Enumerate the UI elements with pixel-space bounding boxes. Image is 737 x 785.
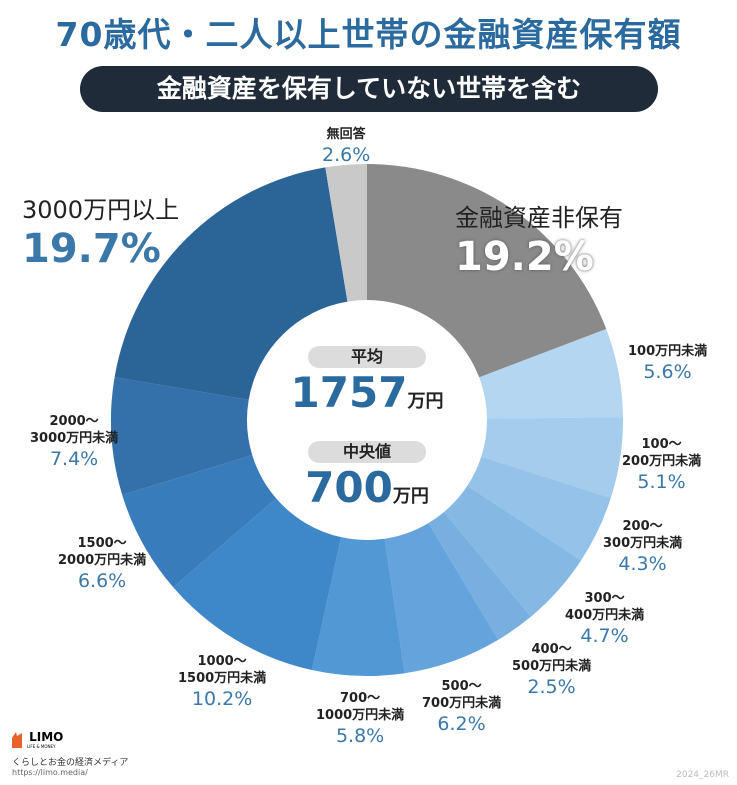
slice-10 (111, 377, 253, 495)
slice-category: 100万円未満 (628, 344, 708, 359)
slice-label-3: 200〜 300万円未満 4.3% (603, 518, 682, 576)
slice-category: 金融資産非保有 (455, 204, 623, 232)
slice-category: 1500〜 2000万円未満 (58, 536, 147, 568)
mean-block: 平均 1757万円 (247, 346, 487, 417)
slice-category: 400〜 500万円未満 (512, 642, 592, 674)
slice-label-12: 無回答 2.6% (322, 126, 370, 167)
slice-percent: 4.3% (618, 553, 667, 575)
slice-8 (173, 498, 342, 670)
slice-label-1: 100万円未満 5.6% (628, 343, 707, 384)
site-url[interactable]: https://limo.media/ (12, 768, 88, 777)
median-block: 中央値 700万円 (247, 441, 487, 512)
slice-category: 1000〜 1500万円未満 (178, 654, 267, 686)
slice-12 (325, 164, 367, 302)
slice-category: 300〜 400万円未満 (565, 591, 645, 623)
tagline: くらしとお金の経済メディア (12, 758, 129, 768)
slice-label-2: 100〜 200万円未満 5.1% (622, 436, 701, 494)
slice-category: 200〜 300万円未満 (603, 519, 683, 551)
slice-percent: 19.2% (455, 234, 594, 280)
slice-category: 500〜 700万円未満 (422, 679, 502, 711)
slice-category: 700〜 1000万円未満 (316, 691, 405, 723)
slice-label-10: 2000〜 3000万円未満 7.4% (30, 413, 118, 471)
slice-percent: 10.2% (191, 688, 253, 710)
slice-category: 3000万円以上 (22, 196, 180, 224)
median-unit: 万円 (392, 486, 429, 507)
logo-text: LIMO (29, 730, 64, 744)
slice-label-4: 300〜 400万円未満 4.7% (565, 590, 644, 648)
slice-percent: 5.1% (637, 471, 686, 493)
slice-6 (384, 523, 499, 674)
slice-percent: 19.7% (22, 226, 161, 272)
slice-3 (467, 456, 611, 561)
slice-label-8: 1000〜 1500万円未満 10.2% (178, 653, 266, 711)
slice-percent: 6.6% (77, 570, 127, 592)
limo-logo: LIMO LIFE & MONEY (10, 730, 63, 752)
limo-flame-icon (12, 732, 22, 748)
slice-2 (481, 417, 623, 499)
slice-percent: 5.6% (643, 361, 692, 383)
page-title: 70歳代・二人以上世帯の金融資産保有額 (55, 15, 682, 54)
slice-5 (428, 512, 531, 640)
slice-category: 2000〜 3000万円未満 (30, 414, 119, 446)
slice-label-0: 金融資産非保有 19.2% (455, 203, 623, 281)
slice-7 (311, 537, 405, 677)
slice-4 (443, 485, 582, 617)
logo-subtext: LIFE & MONEY (27, 744, 56, 749)
slice-category: 100〜 200万円未満 (622, 437, 702, 469)
slice-label-5: 400〜 500万円未満 2.5% (512, 641, 591, 699)
slice-percent: 5.8% (335, 725, 385, 747)
slice-label-9: 1500〜 2000万円未満 6.6% (58, 535, 146, 593)
slice-11 (114, 167, 348, 400)
slice-label-11: 3000万円以上 19.7% (22, 195, 179, 273)
slice-percent: 7.4% (49, 448, 99, 470)
median-label: 中央値 (308, 441, 426, 463)
slice-percent: 2.5% (527, 676, 576, 698)
slice-0 (367, 164, 607, 378)
slice-category: 無回答 (326, 127, 366, 142)
slice-percent: 2.6% (322, 144, 371, 166)
slice-9 (122, 455, 277, 588)
mean-unit: 万円 (407, 391, 444, 412)
slice-1 (479, 329, 623, 419)
slice-label-6: 500〜 700万円未満 6.2% (422, 678, 501, 736)
slice-percent: 6.2% (437, 713, 486, 735)
slice-label-7: 700〜 1000万円未満 5.8% (316, 690, 404, 748)
median-value: 700 (305, 463, 393, 512)
mean-value: 1757 (290, 368, 408, 417)
mean-label: 平均 (308, 346, 426, 368)
subtitle-banner: 金融資産を保有していない世帯を含む (80, 66, 658, 112)
image-code: 2024_26MR (676, 770, 729, 780)
slice-percent: 4.7% (580, 625, 629, 647)
